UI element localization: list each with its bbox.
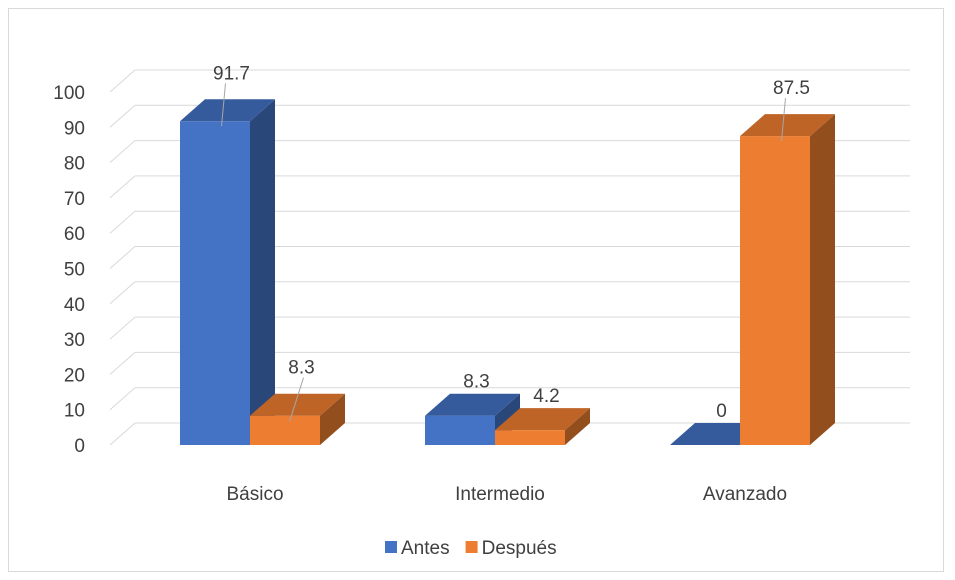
data-label: 8.3 — [463, 372, 489, 393]
y-tick-label: 50 — [64, 260, 85, 281]
data-label-leader — [289, 377, 304, 422]
y-tick-label: 20 — [64, 365, 85, 386]
data-label: 4.2 — [533, 386, 559, 407]
y-tick-label: 10 — [64, 401, 85, 422]
data-label: 8.3 — [288, 358, 314, 379]
bar-side-después — [810, 114, 835, 445]
x-category-label: Intermedio — [455, 484, 545, 505]
gridline-side — [109, 422, 136, 446]
bar-top-después — [250, 393, 345, 416]
bar-top-después — [740, 114, 835, 137]
bar-top-después — [495, 408, 590, 431]
legend-swatch-antes — [385, 541, 397, 553]
legend-swatch-después — [465, 541, 478, 553]
data-label-leader — [221, 83, 226, 127]
y-tick-label: 100 — [53, 83, 85, 104]
bar-después — [495, 430, 565, 445]
x-category-label: Básico — [226, 484, 283, 505]
y-tick-label: 30 — [64, 330, 85, 351]
data-label: 0 — [716, 401, 727, 422]
bar-después — [250, 415, 320, 445]
bar-antes — [425, 415, 495, 445]
bar-side-después — [320, 393, 345, 445]
bar-side-después — [565, 408, 590, 445]
x-category-label: Avanzado — [703, 484, 787, 505]
y-tick-label: 90 — [64, 118, 85, 139]
gridline-side — [109, 281, 136, 305]
gridline-side — [109, 104, 136, 128]
bar-antes — [180, 121, 250, 445]
data-label-leader — [781, 98, 786, 142]
gridline-side — [109, 316, 136, 340]
legend-label-antes: Antes — [401, 538, 450, 559]
gridline-side — [109, 69, 136, 93]
y-tick-label: 70 — [64, 189, 85, 210]
gridline-side — [109, 352, 136, 375]
bar-después — [740, 136, 810, 445]
gridline-side — [109, 387, 136, 411]
gridline-side — [109, 246, 136, 269]
gridline-side — [109, 210, 136, 234]
gridline-side — [109, 140, 136, 163]
y-tick-label: 80 — [64, 154, 85, 175]
data-label: 87.5 — [773, 78, 810, 99]
y-tick-label: 40 — [64, 295, 85, 316]
data-label: 91.7 — [213, 63, 250, 84]
legend-label-después: Después — [482, 538, 557, 559]
y-tick-label: 0 — [74, 436, 85, 457]
gridline-side — [109, 175, 136, 199]
bar-side-antes — [250, 99, 275, 445]
y-tick-label: 60 — [64, 224, 85, 245]
bar-top-antes — [425, 393, 520, 416]
bar-top-antes — [180, 99, 275, 122]
